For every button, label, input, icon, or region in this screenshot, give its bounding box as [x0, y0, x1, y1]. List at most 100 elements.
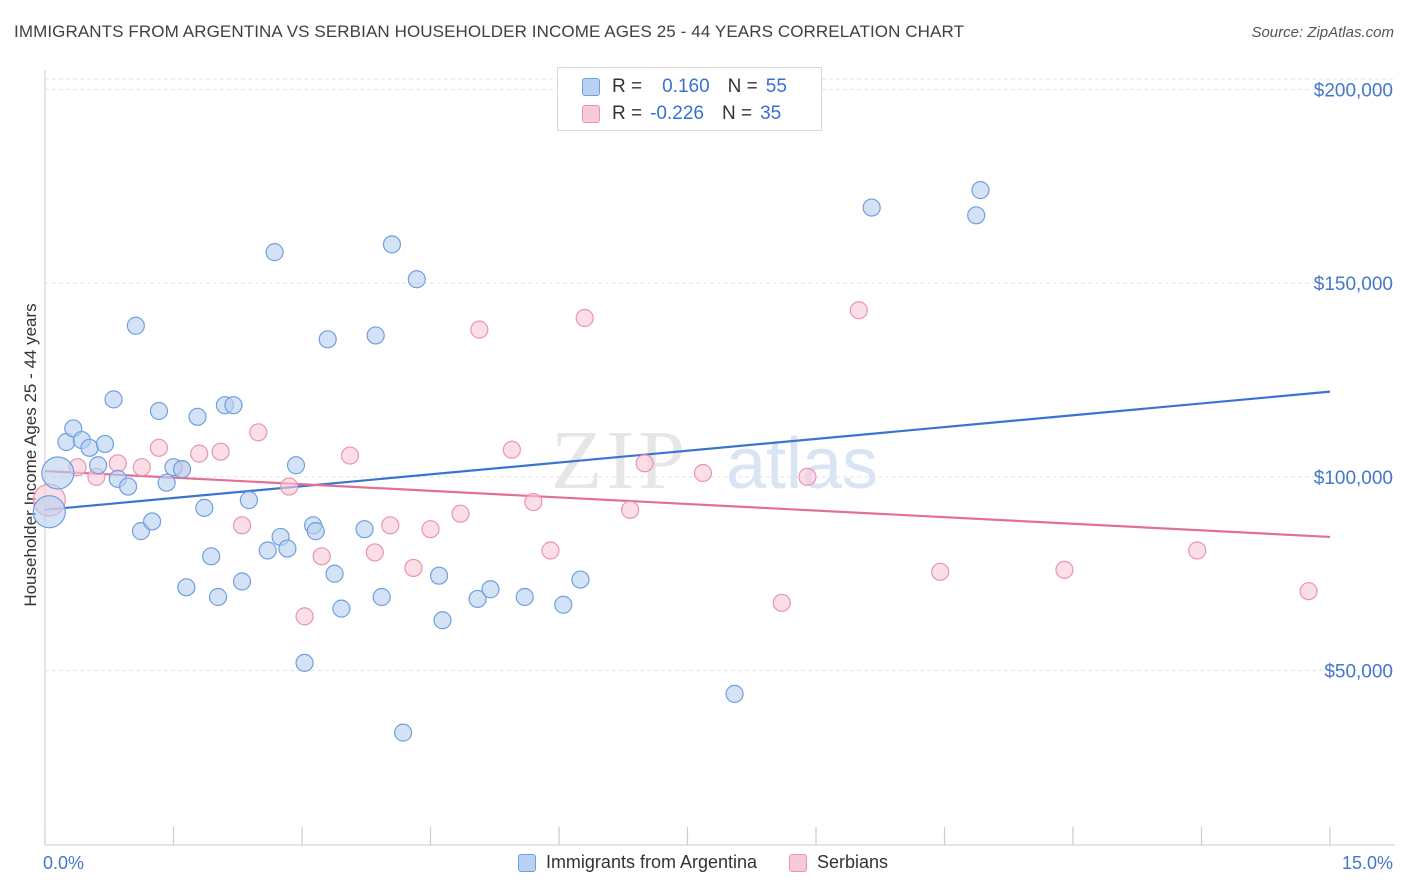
point-argentina [258, 541, 277, 560]
point-argentina [429, 566, 449, 585]
point-argentina [433, 611, 452, 630]
point-serbian [470, 320, 489, 339]
point-argentina [481, 580, 500, 599]
point-serbian [249, 423, 268, 442]
point-serbian [1188, 541, 1207, 560]
point-argentina [224, 396, 243, 415]
point-argentina [571, 570, 590, 589]
point-argentina [295, 653, 314, 672]
legend-swatch-pink [582, 105, 600, 123]
legend-n-value: 55 [765, 76, 787, 97]
point-serbian [541, 541, 560, 560]
correlation-legend: R = 0.160 N = 55 R = -0.226 N = 35 [557, 67, 822, 131]
point-serbian [211, 442, 230, 461]
axes [44, 70, 1395, 846]
point-argentina [104, 390, 123, 409]
point-argentina [286, 456, 306, 475]
legend-n-value: 35 [760, 103, 782, 124]
point-argentina [971, 181, 990, 200]
point-serbian [280, 477, 299, 496]
point-argentina [967, 206, 986, 225]
point-argentina [32, 495, 66, 529]
point-serbian [108, 454, 127, 473]
y-tick-label: $50,000 [1324, 662, 1393, 683]
point-argentina [515, 587, 534, 607]
source-label: Source: ZipAtlas.com [1251, 24, 1394, 41]
point-argentina [80, 438, 99, 457]
x-tick-label: 0.0% [43, 853, 84, 873]
point-argentina [126, 316, 145, 335]
point-argentina [382, 235, 402, 254]
legend-r-value: -0.226 [650, 103, 704, 124]
point-serbian [524, 492, 543, 512]
point-serbian [635, 454, 654, 473]
point-argentina [306, 522, 325, 541]
point-argentina [172, 460, 192, 479]
y-tick-label: $100,000 [1314, 468, 1393, 489]
point-argentina [208, 587, 228, 607]
point-argentina [278, 539, 297, 558]
point-serbian [502, 440, 521, 459]
point-serbian [575, 308, 594, 328]
point-argentina [95, 434, 115, 454]
point-argentina [468, 589, 487, 609]
point-serbian [132, 458, 151, 477]
trend-line-serbian [44, 469, 1331, 539]
point-argentina [89, 456, 108, 475]
point-argentina [265, 243, 284, 262]
point-argentina [862, 198, 881, 217]
y-tick-label: $150,000 [1314, 274, 1393, 295]
point-serbian [381, 516, 400, 535]
point-argentina [554, 595, 573, 614]
point-serbian [404, 558, 423, 578]
x-tick-label: 15.0% [1342, 853, 1393, 873]
legend-r-label: R = [612, 103, 643, 124]
point-argentina [407, 270, 426, 289]
legend-row-serbians: R = -0.226 N = 35 [582, 103, 781, 125]
point-serbian [190, 444, 209, 463]
point-argentina [318, 330, 337, 349]
point-argentina [118, 477, 138, 496]
point-serbian [421, 520, 440, 539]
trend-line-argentina [44, 390, 1331, 511]
point-argentina [355, 520, 374, 539]
legend-r-value: 0.160 [662, 76, 710, 97]
point-serbian [798, 467, 817, 486]
point-serbian [693, 463, 713, 483]
point-argentina [195, 498, 214, 517]
point-serbian [1299, 582, 1318, 601]
legend-row-argentina: R = 0.160 N = 55 [582, 76, 787, 98]
legend-swatch-blue [517, 853, 536, 872]
point-argentina [149, 401, 169, 421]
point-argentina [366, 326, 385, 345]
point-serbian [232, 516, 252, 535]
point-serbian [621, 500, 640, 519]
legend-label-serbians: Serbians [817, 852, 889, 872]
point-argentina [41, 456, 75, 490]
point-argentina [332, 599, 351, 618]
point-argentina [202, 547, 221, 566]
point-serbian [849, 301, 868, 320]
chart-title: IMMIGRANTS FROM ARGENTINA VS SERBIAN HOU… [14, 22, 965, 41]
point-serbian [931, 562, 950, 581]
legend-r-label: R = [612, 76, 643, 97]
point-serbian [1055, 560, 1074, 579]
legend-n-label: N = [721, 103, 753, 124]
point-argentina [142, 512, 162, 531]
point-serbian [312, 547, 331, 566]
point-serbian [295, 607, 314, 626]
legend-item-serbians: Serbians [789, 852, 888, 873]
legend-swatch-blue [582, 78, 600, 96]
point-argentina [177, 578, 196, 597]
point-argentina [239, 491, 258, 510]
point-argentina [725, 684, 744, 703]
legend-swatch-pink [789, 853, 808, 872]
legend-item-argentina: Immigrants from Argentina [517, 852, 757, 873]
point-argentina [393, 723, 413, 742]
point-serbian [149, 438, 169, 457]
tick-labels: $50,000 $100,000 $150,000 $200,000 0.0% 15.0% [43, 80, 1393, 873]
point-argentina [157, 473, 176, 492]
point-argentina [372, 587, 391, 607]
trend-lines [44, 390, 1331, 539]
